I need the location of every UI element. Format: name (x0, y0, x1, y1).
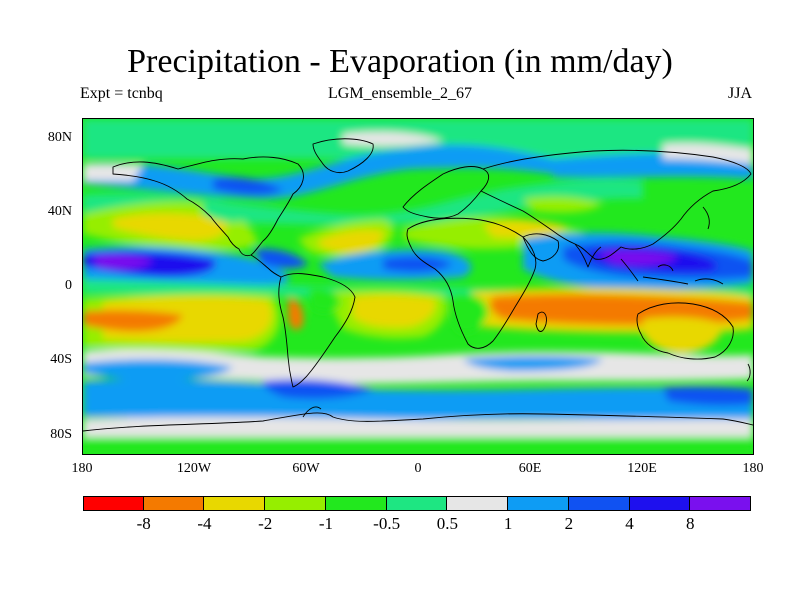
colorbar-segment (629, 496, 691, 511)
coast-greenland (312, 138, 374, 174)
coast-japan (702, 206, 710, 230)
colorbar-segment (386, 496, 448, 511)
map-title: Precipitation - Evaporation (in mm/day) (127, 43, 673, 80)
lon-tick-120w: 120W (176, 461, 212, 476)
colorbar-label: -0.5 (373, 514, 401, 533)
coast-antarctica (83, 412, 753, 432)
colorbar-label: 1 (503, 514, 513, 533)
colorbar (83, 496, 751, 511)
pe-field-map (83, 119, 753, 454)
colorbar-label: -8 (136, 514, 151, 533)
colorbar-label: 8 (686, 514, 695, 533)
coast-madagascar (535, 311, 547, 332)
lon-tick-120e: 120E (627, 461, 657, 476)
coast-antarctic-peninsula (302, 406, 322, 418)
experiment-label: Expt = tcnbq (80, 85, 163, 102)
coast-south-america (278, 273, 356, 388)
colorbar-label: 4 (625, 514, 634, 533)
lat-tick-80s: 80S (50, 427, 72, 442)
coast-arabia (522, 233, 560, 262)
colorbar-label: 0.5 (436, 514, 458, 533)
coastlines (83, 138, 753, 432)
field-contours (83, 119, 753, 454)
colorbar-segment (508, 496, 569, 511)
coast-asia (480, 149, 752, 260)
lon-tick-180w: 180 (71, 461, 93, 476)
lat-tick-40s: 40S (50, 352, 72, 367)
colorbar-label: -1 (318, 514, 333, 533)
lon-tick-60e: 60E (518, 461, 542, 476)
lat-tick-80n: 80N (47, 130, 72, 145)
colorbar-segment (143, 496, 205, 511)
coast-india (574, 243, 602, 268)
lon-tick-0: 0 (414, 461, 422, 476)
colorbar-segment (447, 496, 509, 511)
coast-north-america (112, 156, 304, 257)
colorbar-segment (204, 496, 266, 511)
map-panel (82, 118, 754, 455)
season-label: JJA (727, 85, 752, 102)
colorbar-label: 2 (564, 514, 574, 533)
ensemble-label: LGM_ensemble_2_67 (328, 85, 472, 102)
colorbar-label: -4 (197, 514, 212, 533)
colorbar-segment (83, 496, 144, 511)
colorbar-segment (265, 496, 326, 511)
coast-new-zealand (746, 363, 751, 382)
coast-australia (636, 302, 734, 360)
lat-tick-equator: 0 (65, 278, 72, 293)
coast-indonesia (620, 258, 724, 285)
colorbar-segment (325, 496, 387, 511)
lon-tick-60w: 60W (292, 461, 320, 476)
colorbar-segment (568, 496, 630, 511)
lat-tick-40n: 40N (47, 204, 72, 219)
colorbar-segment (690, 496, 751, 511)
coast-central-america (250, 254, 282, 278)
colorbar-label: -2 (258, 514, 273, 533)
coast-africa (406, 217, 537, 349)
lon-tick-180e: 180 (742, 461, 764, 476)
